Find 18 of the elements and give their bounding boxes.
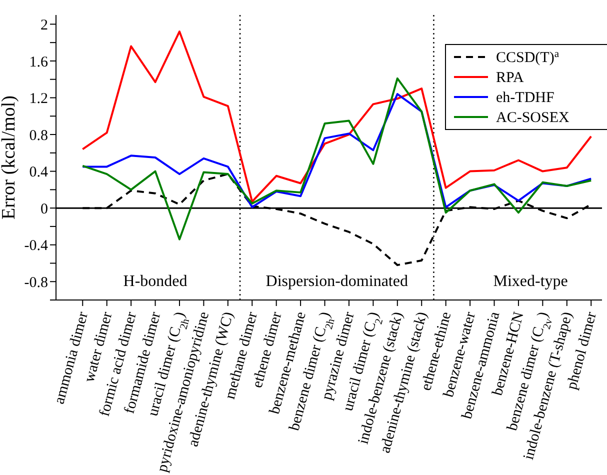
y-tick-label: 2 xyxy=(40,18,48,34)
line-series xyxy=(82,30,592,203)
y-tick-label: 0.8 xyxy=(29,128,48,144)
y-tick-label: -0.4 xyxy=(24,238,48,254)
annotation: Dispersion-dominated xyxy=(266,273,408,290)
legend-label: RPA xyxy=(496,70,524,86)
y-tick-label: 0 xyxy=(40,201,48,218)
y-axis-title: Error (kcal/mol) xyxy=(0,96,20,220)
y-tick-label: 1.6 xyxy=(29,54,48,70)
line-series xyxy=(82,93,592,208)
legend-label: AC-SOSEX xyxy=(496,110,570,126)
legend-label: eh-TDHF xyxy=(496,90,554,106)
y-tick-label: 1.2 xyxy=(29,91,48,108)
annotation: Mixed-type xyxy=(493,273,568,290)
y-tick-label: 0.4 xyxy=(29,164,48,181)
legend-label: CCSD(T)$^{a}$ xyxy=(496,48,560,66)
y-tick-label: -0.8 xyxy=(24,274,48,291)
annotation: H-bonded xyxy=(123,273,188,290)
